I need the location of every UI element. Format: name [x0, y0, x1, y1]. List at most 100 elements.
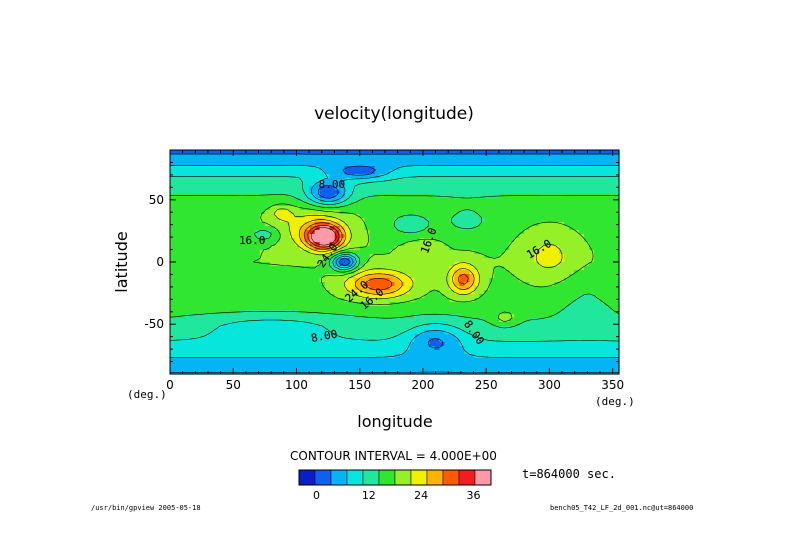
field-cell: [609, 206, 615, 211]
field-cell: [189, 366, 196, 371]
field-cell: [239, 270, 246, 275]
field-cell: [299, 306, 306, 311]
field-cell: [614, 250, 620, 255]
field-cell: [224, 182, 231, 187]
field-cell: [524, 186, 530, 191]
field-cell: [554, 302, 560, 307]
field-cell: [374, 298, 381, 303]
field-cell: [389, 206, 396, 211]
field-cell: [289, 190, 296, 195]
field-cell: [444, 222, 450, 227]
field-cell: [224, 170, 231, 175]
field-cell: [194, 358, 201, 363]
field-cell: [314, 306, 321, 311]
field-cell: [384, 294, 391, 299]
field-cell: [354, 282, 361, 287]
field-cell: [579, 242, 585, 247]
field-cell: [494, 186, 500, 191]
field-cell: [534, 158, 540, 163]
field-cell: [494, 166, 500, 171]
field-cell: [304, 278, 311, 283]
field-cell: [464, 246, 470, 251]
field-cell: [479, 238, 485, 243]
field-cell: [374, 206, 381, 211]
field-cell: [294, 282, 301, 287]
field-cell: [359, 282, 366, 287]
field-cell: [264, 294, 271, 299]
field-cell: [224, 306, 231, 311]
field-cell: [584, 242, 590, 247]
field-cell: [449, 274, 455, 279]
field-cell: [209, 334, 216, 339]
field-cell: [229, 182, 236, 187]
field-cell: [234, 150, 241, 155]
field-cell: [379, 198, 386, 203]
field-cell: [214, 302, 221, 307]
field-cell: [349, 222, 356, 227]
field-cell: [484, 226, 490, 231]
field-cell: [299, 322, 306, 327]
field-cell: [359, 162, 366, 167]
field-cell: [174, 202, 181, 207]
field-cell: [424, 338, 431, 343]
field-cell: [609, 318, 615, 323]
field-cell: [449, 202, 455, 207]
field-cell: [359, 350, 366, 355]
field-cell: [359, 266, 366, 271]
field-cell: [389, 238, 396, 243]
field-cell: [404, 206, 411, 211]
field-cell: [389, 266, 396, 271]
field-cell: [284, 278, 291, 283]
field-cell: [284, 178, 291, 183]
field-cell: [170, 238, 176, 243]
field-cell: [424, 266, 431, 271]
field-cell: [409, 158, 416, 163]
field-cell: [539, 366, 545, 371]
field-cell: [219, 262, 226, 267]
field-cell: [514, 314, 520, 319]
field-cell: [419, 294, 426, 299]
field-cell: [444, 258, 450, 263]
field-cell: [604, 158, 610, 163]
field-cell: [249, 162, 256, 167]
field-cell: [229, 290, 236, 295]
field-cell: [344, 182, 351, 187]
field-cell: [414, 154, 421, 159]
field-cell: [434, 278, 440, 283]
field-cell: [529, 314, 535, 319]
field-cell: [614, 198, 620, 203]
field-cell: [369, 174, 376, 179]
field-cell: [504, 222, 510, 227]
field-cell: [204, 262, 211, 267]
field-cell: [324, 174, 331, 179]
field-cell: [534, 246, 540, 251]
field-cell: [529, 250, 535, 255]
field-cell: [359, 158, 366, 163]
field-cell: [279, 222, 286, 227]
field-cell: [374, 174, 381, 179]
field-cell: [239, 182, 246, 187]
field-cell: [539, 318, 545, 323]
field-cell: [604, 290, 610, 295]
field-cell: [249, 226, 256, 231]
field-cell: [569, 282, 575, 287]
field-cell: [229, 230, 236, 235]
field-cell: [314, 202, 321, 207]
field-cell: [459, 238, 465, 243]
field-cell: [389, 222, 396, 227]
field-cell: [314, 318, 321, 323]
field-cell: [609, 186, 615, 191]
field-cell: [209, 218, 216, 223]
field-cell: [194, 206, 201, 211]
field-cell: [544, 314, 550, 319]
field-cell: [329, 306, 336, 311]
field-cell: [439, 226, 445, 231]
field-cell: [344, 198, 351, 203]
field-cell: [444, 150, 450, 155]
field-cell: [294, 206, 301, 211]
field-cell: [424, 162, 431, 167]
field-cell: [339, 266, 346, 271]
field-cell: [579, 178, 585, 183]
field-cell: [184, 350, 191, 355]
field-cell: [299, 370, 306, 375]
